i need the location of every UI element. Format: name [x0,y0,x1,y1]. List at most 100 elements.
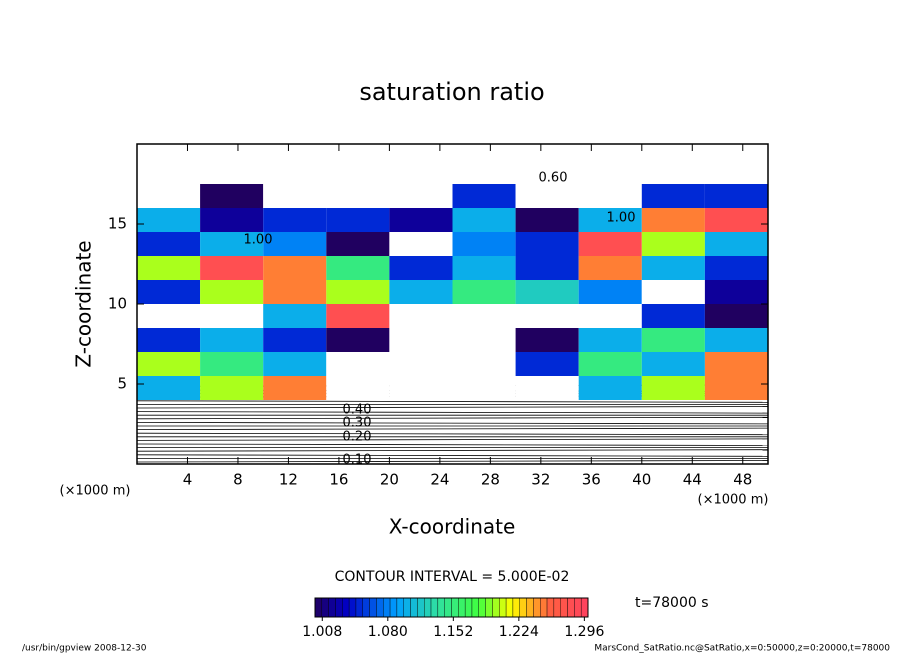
heatmap-cell [578,208,642,232]
heatmap-cell [137,280,201,304]
heatmap-cell [263,208,327,232]
x-tick-label: 20 [380,471,399,489]
colorbar-swatch [424,597,432,618]
heatmap-cell [137,304,201,328]
x-tick-label: 40 [632,471,651,489]
heatmap-cell [326,352,390,376]
heatmap-cell [452,328,516,352]
heatmap-cell [704,280,768,304]
colorbar-swatch [410,597,418,618]
heatmap-cell [200,376,264,400]
colorbar-frame [314,597,589,618]
heatmap-cell [137,376,201,400]
colorbar-swatch [458,597,466,618]
heatmap-cell [578,184,642,208]
heatmap-cell [515,232,579,256]
heatmap-cell [515,256,579,280]
heatmap-cell [452,376,516,400]
heatmap-cell [200,232,264,256]
x-tick-label: 4 [183,471,193,489]
heatmap-cell [200,184,264,208]
heatmap-cell [200,256,264,280]
heatmap-cell [389,280,453,304]
heatmap-cell [515,376,579,400]
heatmap-cell [263,376,327,400]
heatmap-cell [263,304,327,328]
contour-line [136,438,769,441]
colorbar-swatch [451,597,459,618]
heatmap-cell [515,280,579,304]
colorbar-swatch [355,597,363,618]
heatmap-cell [641,256,705,280]
colorbar-swatch [499,597,507,618]
colorbar-swatch [546,597,555,618]
x-tick-label: 44 [683,471,702,489]
x-tick-label: 48 [733,471,752,489]
heatmap-cell [326,256,390,280]
colorbar-swatch [321,597,329,618]
colorbar-swatch [369,597,377,618]
contour-line [136,432,769,436]
heatmap-cell [515,328,579,352]
contour-label: 0.20 [343,430,372,445]
heatmap-cell [704,232,768,256]
heatmap-cell [452,256,516,280]
colorbar-tick-label: 1.296 [564,624,604,640]
heatmap-cell [326,304,390,328]
heatmap-cell [326,232,390,256]
heatmap-cell [389,352,453,376]
colorbar-swatch [376,597,384,618]
heatmap-cell [137,160,201,184]
colorbar-swatch [342,597,350,618]
colorbar-swatch [383,597,391,618]
heatmap-cell [704,184,768,208]
heatmap-cell [704,256,768,280]
heatmap-cell [704,376,768,400]
colorbar-swatch [430,597,439,618]
colorbar-tick-label: 1.224 [499,624,539,640]
colorbar-swatch [574,597,582,618]
heatmap-cell [578,328,642,352]
colorbar-tick-label: 1.008 [302,624,342,640]
contour-line [136,454,769,457]
colorbar-swatch [328,597,336,618]
heatmap-cell [263,232,327,256]
x-tick-label: 8 [233,471,243,489]
heatmap-cell [578,160,642,184]
contour-label: 1.00 [244,233,273,248]
contour-label: 0.60 [539,171,568,186]
heatmap-cell [389,376,453,400]
y-tick-label: 5 [117,375,127,393]
heatmap-cell [326,280,390,304]
heatmap-cell [515,304,579,328]
heatmap-cell [389,304,453,328]
heatmap-cell [200,208,264,232]
heatmap-cell [137,328,201,352]
heatmap-cell [452,352,516,376]
y-axis-label: Z-coordinate [72,240,96,367]
contour-interval: CONTOUR INTERVAL = 5.000E-02 [335,569,570,585]
heatmap-cell [452,232,516,256]
x-tick-label: 36 [582,471,601,489]
colorbar-swatch [560,597,568,618]
colorbar-swatch [348,597,357,618]
heatmap-cell [641,376,705,400]
colorbar-swatch [485,597,493,618]
heatmap-cell [389,208,453,232]
footer: /usr/bin/gpview 2008-12-30 [22,644,147,654]
heatmap-cell [326,328,390,352]
heatmap-cell [326,376,390,400]
contour-label: 0.30 [343,416,372,431]
footer: MarsCond_SatRatio.nc@SatRatio,x=0:50000,… [594,644,890,654]
colorbar-swatch [478,597,486,618]
colorbar-swatch [580,597,589,618]
heatmap-cell [389,184,453,208]
heatmap-cell [641,232,705,256]
contour-label: 0.40 [343,403,372,418]
heatmap-cell [326,160,390,184]
contour-line [136,416,769,420]
heatmap-cell [263,184,327,208]
contour-line [136,460,769,463]
heatmap-cell [137,232,201,256]
colorbar-swatch [526,597,534,618]
